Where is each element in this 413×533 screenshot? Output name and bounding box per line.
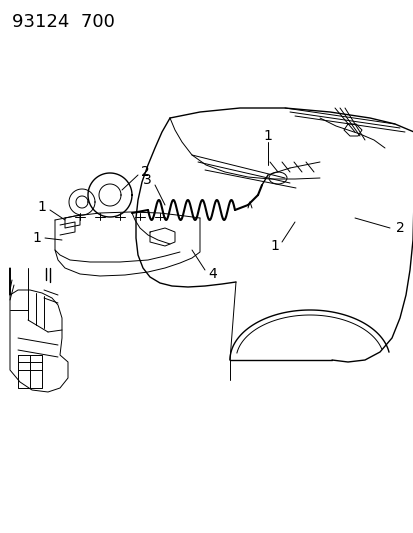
Text: 3: 3 bbox=[143, 173, 152, 187]
Text: 2: 2 bbox=[395, 221, 404, 235]
Text: 2: 2 bbox=[141, 165, 150, 179]
Text: 1: 1 bbox=[263, 129, 272, 143]
Text: 1: 1 bbox=[269, 239, 278, 253]
Text: 93124  700: 93124 700 bbox=[12, 13, 115, 31]
Text: 1: 1 bbox=[37, 200, 46, 214]
Text: 1: 1 bbox=[32, 231, 41, 245]
Text: 4: 4 bbox=[207, 267, 216, 281]
